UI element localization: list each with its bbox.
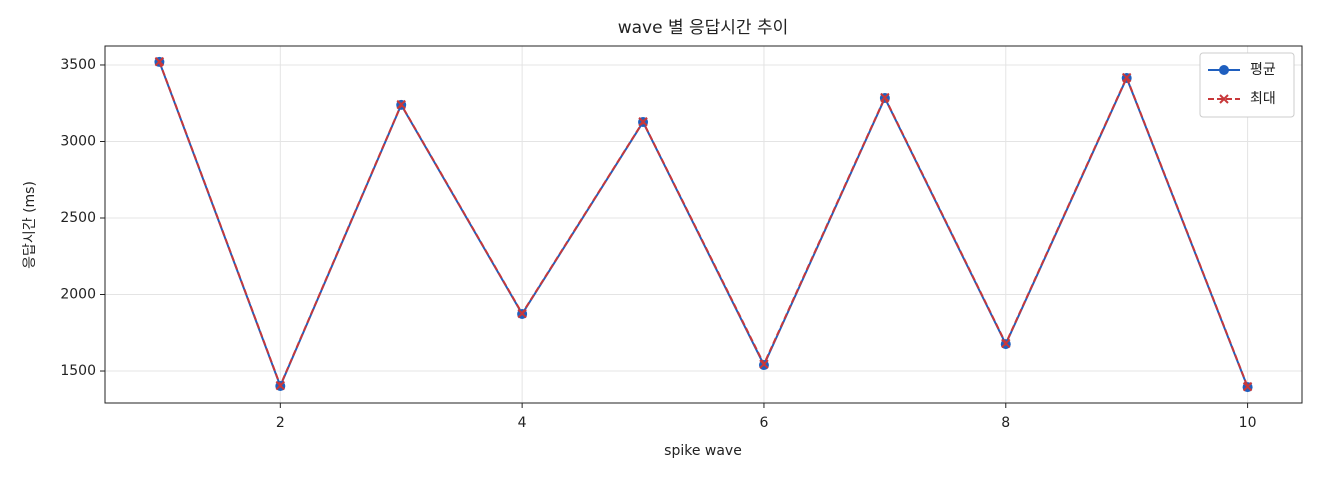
x-axis-label: spike wave [664, 443, 742, 459]
y-tick-label: 2500 [60, 210, 96, 226]
y-tick-label: 2000 [60, 287, 96, 303]
data-point [638, 117, 648, 127]
legend-marker [1219, 94, 1229, 104]
series-line [158, 61, 1249, 389]
data-point [275, 380, 286, 391]
legend-label: 최대 [1250, 91, 1276, 107]
x-tick-label: 4 [518, 415, 527, 431]
data-point [154, 56, 165, 67]
data-point [759, 359, 769, 369]
x-tick-label: 8 [1001, 415, 1010, 431]
series-line [158, 61, 1249, 389]
legend-box [1199, 52, 1295, 118]
data-point [517, 308, 527, 319]
plot-frame [104, 45, 1303, 404]
data-point [1001, 338, 1011, 349]
legend-marker [1219, 65, 1229, 75]
legend-label: 평균 [1250, 62, 1276, 78]
chart-title: wave 별 응답시간 추이 [618, 18, 789, 38]
y-tick-label: 3500 [60, 57, 96, 73]
x-tick-label: 2 [276, 415, 285, 431]
y-axis-label: 응답시간 (ms) [22, 181, 38, 269]
x-tick-label: 10 [1239, 415, 1257, 431]
data-point [1242, 381, 1253, 392]
y-tick-label: 1500 [60, 363, 96, 379]
data-point [396, 99, 406, 110]
data-point [880, 92, 890, 103]
x-tick-label: 6 [759, 415, 768, 431]
y-tick-label: 3000 [60, 133, 96, 149]
data-point [1121, 72, 1132, 83]
